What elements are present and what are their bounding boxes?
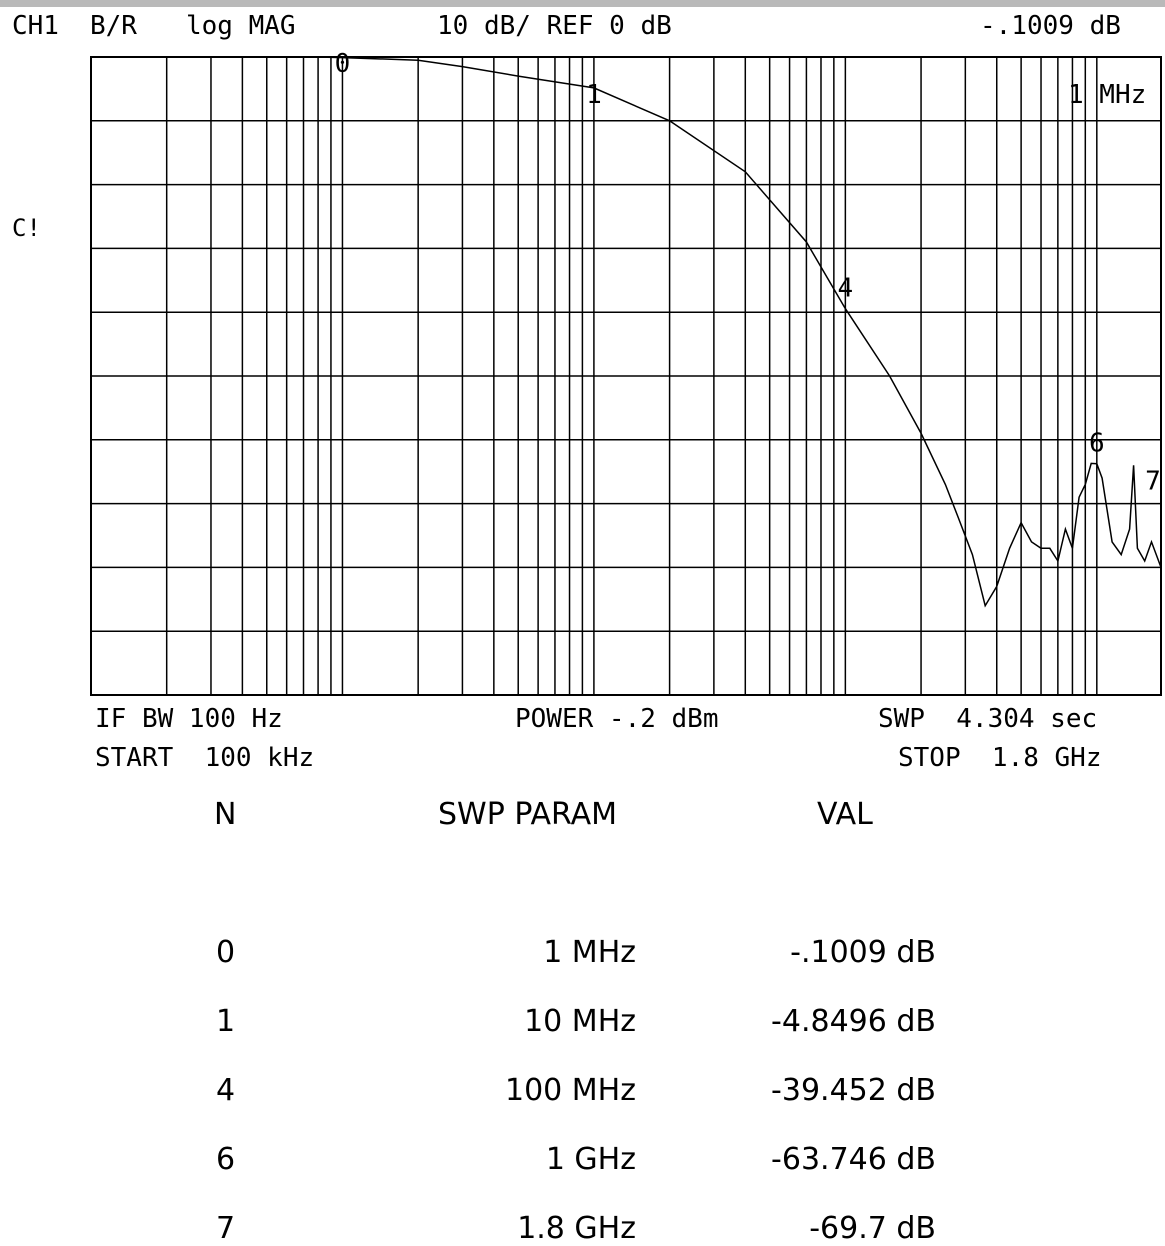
table-cell-param: 1 MHz bbox=[543, 935, 636, 970]
table-cell-param: 1.8 GHz bbox=[517, 1211, 636, 1246]
if-bw-label: IF BW 100 Hz bbox=[95, 704, 283, 734]
table-cell-val: -63.746 dB bbox=[771, 1142, 936, 1177]
sweep-time-label: SWP 4.304 sec bbox=[878, 704, 1098, 734]
table-cell-param: 10 MHz bbox=[524, 1004, 636, 1039]
top-status-bar bbox=[0, 0, 1165, 7]
table-cell-n: 6 bbox=[216, 1142, 236, 1177]
grid bbox=[91, 57, 1161, 695]
table-cell-val: -69.7 dB bbox=[809, 1211, 936, 1246]
table-cell-val: -.1009 dB bbox=[790, 935, 936, 970]
table-cell-val: -4.8496 dB bbox=[771, 1004, 936, 1039]
table-header-param: SWP PARAM bbox=[438, 797, 618, 832]
power-label: POWER -.2 dBm bbox=[515, 704, 719, 734]
marker-label-6: 6 bbox=[1089, 429, 1105, 459]
table-cell-param: 100 MHz bbox=[505, 1073, 636, 1108]
plot-area: 0 1 4 6 7 1 MHz bbox=[90, 49, 1162, 696]
marker-label-1: 1 bbox=[586, 80, 602, 110]
table-cell-n: 7 bbox=[216, 1211, 236, 1246]
channel-label: CH1 bbox=[12, 11, 59, 41]
table-cell-val: -39.452 dB bbox=[771, 1073, 936, 1108]
table-header-val: VAL bbox=[817, 797, 873, 832]
marker-readout: -.1009 dB bbox=[980, 11, 1121, 41]
table-cell-n: 0 bbox=[216, 935, 236, 970]
trace-line bbox=[318, 56, 1162, 608]
marker-label-4: 4 bbox=[838, 274, 854, 304]
table-cell-n: 4 bbox=[216, 1073, 236, 1108]
table-cell-n: 1 bbox=[216, 1004, 236, 1039]
stop-freq-label: STOP 1.8 GHz bbox=[898, 743, 1102, 773]
active-marker-freq: 1 MHz bbox=[1068, 80, 1146, 110]
correction-indicator: C! bbox=[12, 214, 41, 242]
measurement-label: B/R bbox=[90, 11, 137, 41]
marker-label-7: 7 bbox=[1145, 467, 1161, 497]
table-header-n: N bbox=[214, 797, 237, 832]
table-cell-param: 1 GHz bbox=[545, 1142, 636, 1177]
marker-label-0: 0 bbox=[335, 49, 351, 79]
marker-labels: 0 1 4 6 7 bbox=[335, 49, 1161, 497]
scale-label: 10 dB/ REF 0 dB bbox=[437, 11, 672, 41]
start-freq-label: START 100 kHz bbox=[95, 743, 315, 773]
format-label: log MAG bbox=[186, 11, 296, 41]
